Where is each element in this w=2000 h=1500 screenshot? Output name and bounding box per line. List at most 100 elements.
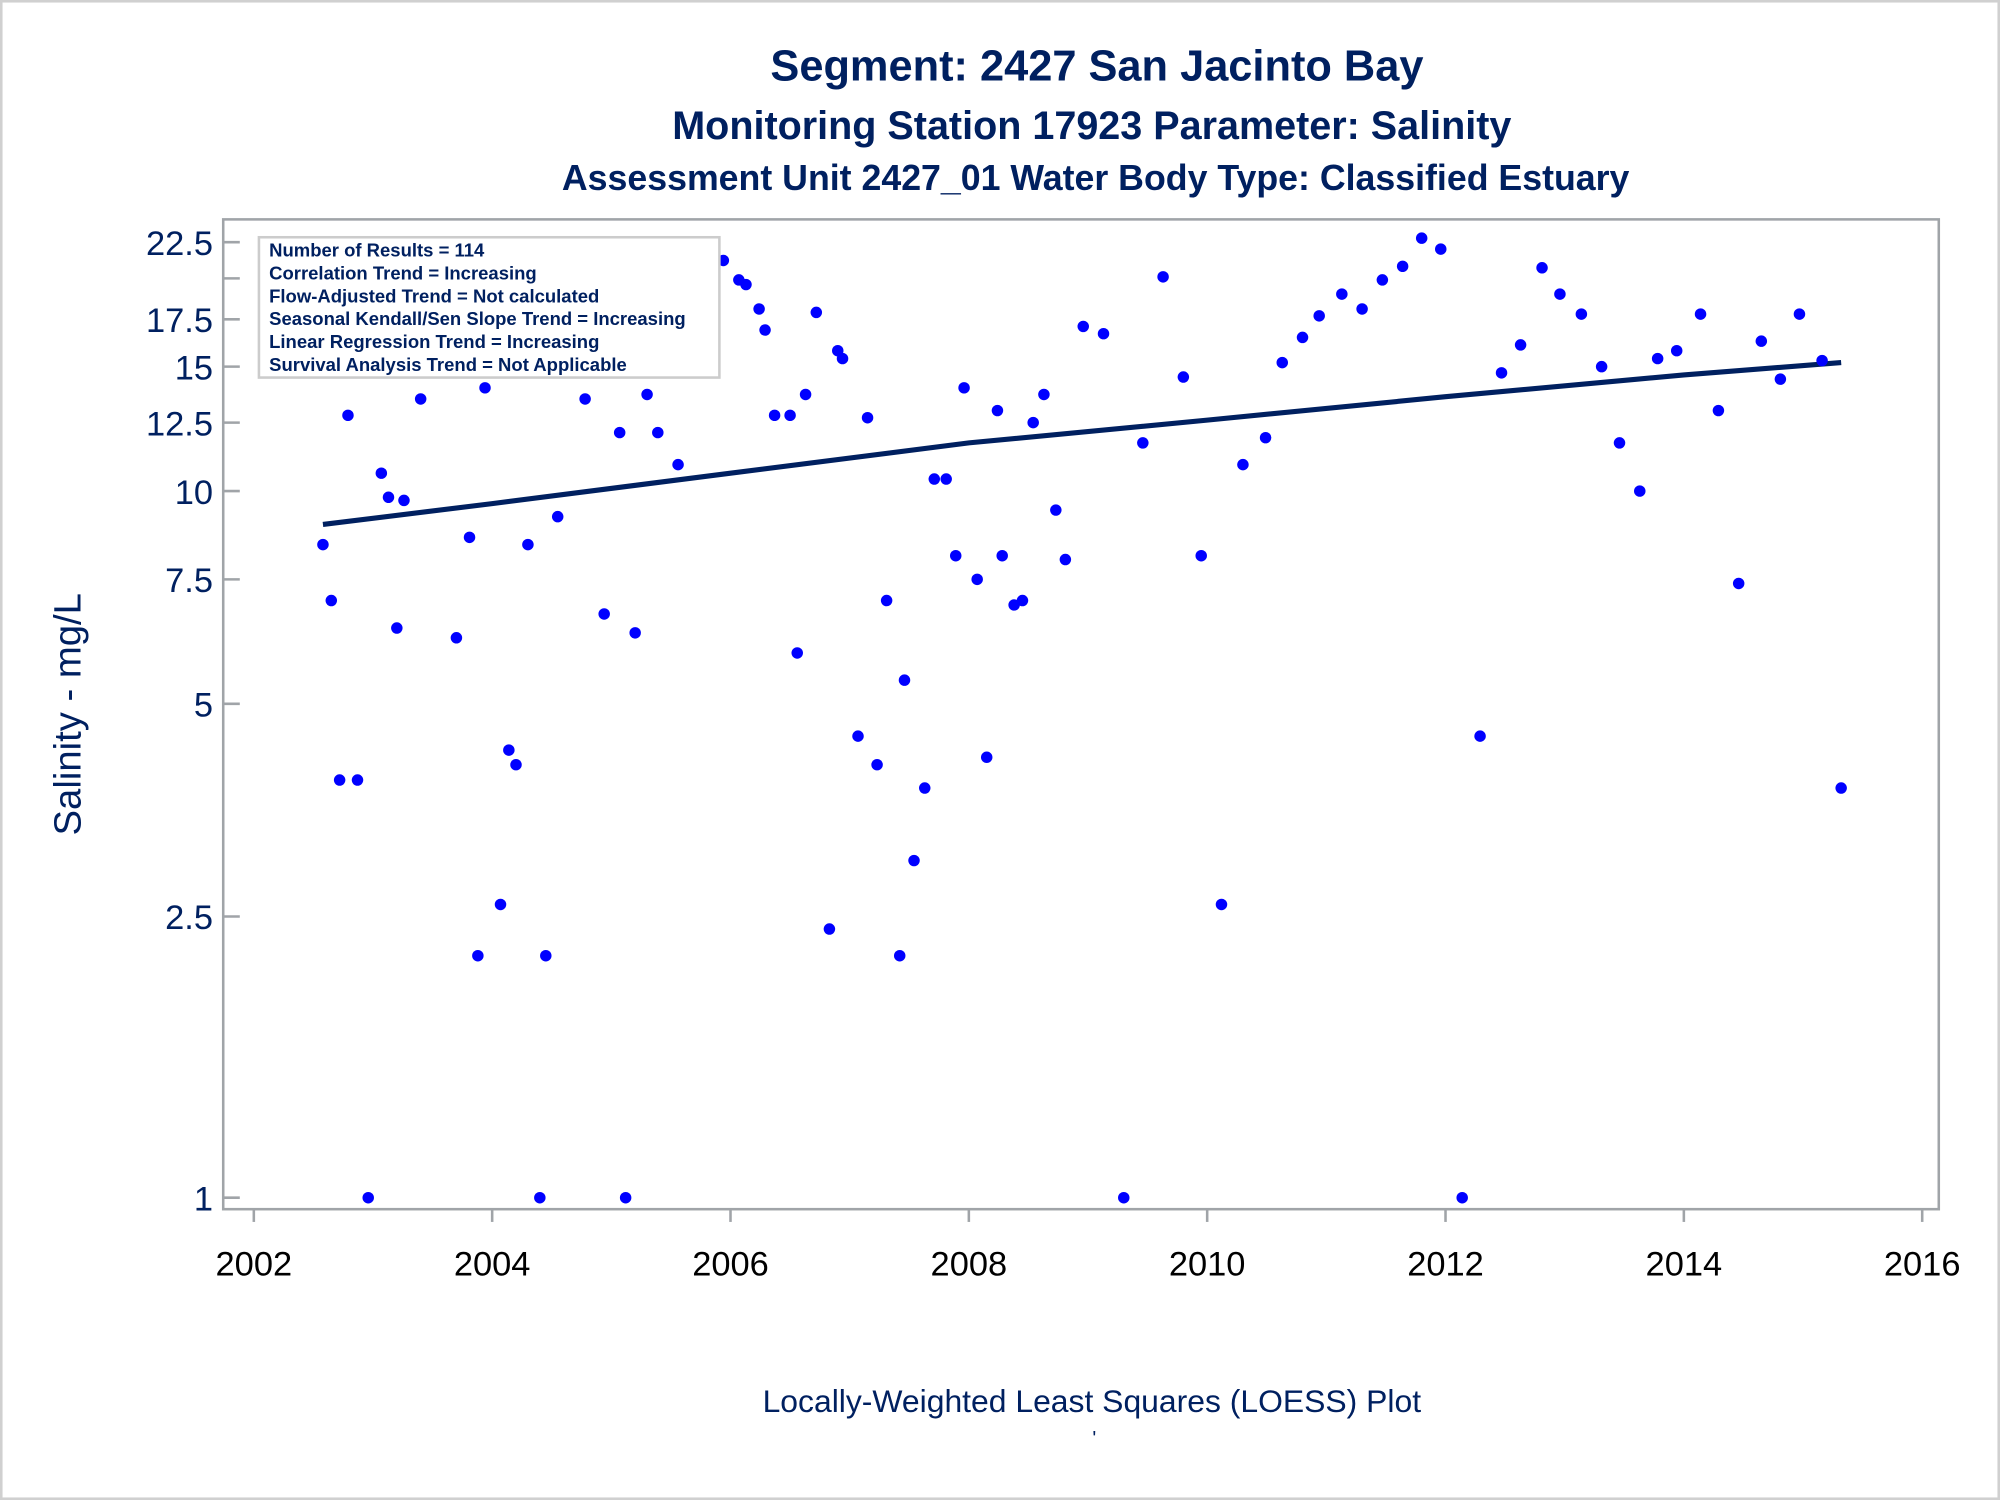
data-point [1077, 320, 1089, 333]
y-tick-label: 17.5 [146, 302, 213, 340]
data-point [510, 758, 522, 771]
y-tick-label: 10 [175, 474, 213, 512]
data-point [1376, 274, 1389, 286]
data-point [1694, 308, 1707, 320]
data-point [1495, 367, 1508, 379]
data-point [362, 1191, 374, 1204]
y-tick-label: 5 [194, 687, 213, 725]
data-point [898, 674, 911, 686]
data-point [1195, 549, 1207, 562]
data-point [1059, 553, 1072, 566]
legend-box [257, 235, 721, 379]
data-point [641, 388, 653, 401]
plot-frame [221, 218, 1941, 1211]
y-axis-label: Salinity - mg/L [46, 593, 89, 835]
footnote: Locally-Weighted Least Squares (LOESS) P… [763, 1383, 1422, 1419]
data-point [1435, 243, 1447, 255]
data-point [375, 467, 388, 479]
data-point [880, 594, 893, 607]
data-point [652, 426, 664, 439]
data-point [996, 549, 1008, 562]
legend-entry: Linear Regression Trend = Increasing [269, 331, 599, 352]
data-point [1456, 1191, 1468, 1204]
data-point [810, 306, 823, 319]
data-point [317, 538, 329, 551]
data-point [958, 382, 970, 394]
data-point [908, 854, 920, 867]
data-point [1634, 485, 1646, 497]
y-tick-label: 15 [175, 349, 213, 387]
legend-entry: Flow-Adjusted Trend = Not calculated [269, 285, 599, 306]
x-tick-label: 2012 [1407, 1246, 1484, 1284]
data-point [852, 730, 864, 742]
data-point [579, 393, 591, 405]
data-point [351, 774, 364, 786]
data-point [398, 494, 410, 507]
legend-entry: Survival Analysis Trend = Not Applicable [269, 354, 627, 375]
data-point [1835, 782, 1847, 794]
data-point [1038, 388, 1050, 401]
data-point [871, 758, 883, 771]
data-point [971, 573, 983, 586]
data-point [1816, 354, 1828, 367]
data-point [450, 632, 463, 644]
data-point [1157, 271, 1169, 283]
data-point [494, 898, 507, 911]
data-point [1137, 437, 1149, 449]
data-point [1177, 371, 1190, 383]
x-tick-label: 2002 [216, 1246, 293, 1284]
data-point [1774, 373, 1787, 385]
data-point [753, 303, 765, 315]
data-point [1097, 327, 1110, 340]
data-point [1755, 335, 1768, 347]
data-point [1536, 262, 1548, 274]
data-point [1396, 260, 1409, 273]
data-point [940, 473, 952, 485]
data-point [1313, 310, 1325, 322]
data-point [1356, 303, 1368, 315]
data-point [672, 458, 684, 471]
data-point [1474, 730, 1486, 742]
data-point [1336, 288, 1348, 300]
loess-line [322, 360, 1842, 527]
legend-entry: Number of Results = 114 [269, 239, 485, 260]
data-point [861, 411, 874, 424]
data-point [414, 393, 427, 405]
data-point [928, 473, 941, 485]
data-point [1276, 356, 1288, 369]
chart-title: Segment: 2427 San Jacinto Bay [770, 42, 1423, 90]
x-tick-label: 2004 [454, 1246, 531, 1284]
data-point [472, 949, 484, 962]
data-point [1415, 232, 1428, 244]
data-point [791, 647, 803, 659]
y-tick-label: 12.5 [146, 405, 213, 443]
data-point [1651, 352, 1664, 365]
y-tick-label: 2.5 [165, 899, 213, 937]
data-point [740, 278, 752, 291]
data-point [1296, 331, 1309, 344]
data-point [1215, 898, 1228, 911]
data-point [391, 622, 403, 634]
data-point [893, 949, 906, 962]
data-point [479, 382, 491, 394]
data-point [613, 426, 626, 439]
data-point [1259, 431, 1272, 444]
data-point [836, 352, 849, 365]
data-point [949, 549, 962, 562]
data-point [1712, 404, 1725, 417]
x-tick-label: 2016 [1884, 1246, 1961, 1284]
data-point [1237, 458, 1249, 471]
legend-entry: Correlation Trend = Increasing [269, 262, 537, 283]
x-tick-label: 2014 [1646, 1246, 1723, 1284]
x-tick-label: 2008 [931, 1246, 1008, 1284]
data-point [1118, 1191, 1130, 1204]
data-point [1670, 344, 1683, 357]
data-point [1050, 504, 1062, 516]
data-point [619, 1191, 632, 1204]
footnote-mark: ' [1092, 1428, 1096, 1450]
data-point [1554, 288, 1566, 300]
data-point [823, 923, 836, 935]
